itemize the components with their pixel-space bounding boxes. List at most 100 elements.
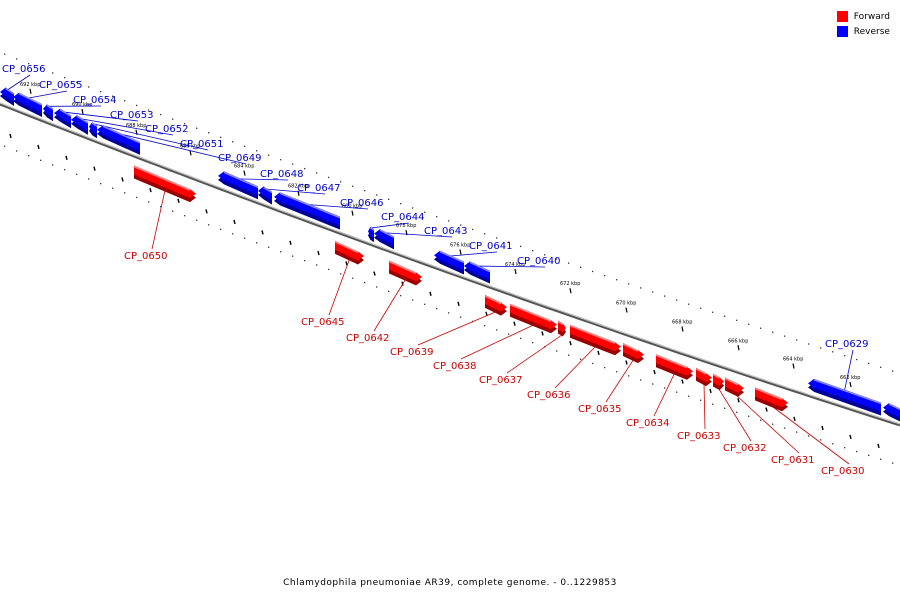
kbp-label: 680 kbp bbox=[342, 204, 362, 210]
gene-label[interactable]: CP_0629 bbox=[825, 339, 868, 350]
gene-cp-0637[interactable] bbox=[557, 320, 566, 337]
gene-cp-0638[interactable] bbox=[509, 303, 557, 334]
gene-cp-0656[interactable] bbox=[0, 87, 15, 107]
lower-guide-dot bbox=[784, 427, 786, 429]
gene-cp-0640[interactable] bbox=[464, 261, 491, 284]
gene-label[interactable]: CP_0641 bbox=[469, 241, 512, 252]
leader-line bbox=[62, 111, 139, 122]
gene-cp-0654[interactable] bbox=[43, 104, 54, 122]
gene-label[interactable]: CP_0648 bbox=[260, 169, 303, 180]
gene-label[interactable]: CP_0643 bbox=[424, 226, 467, 237]
gene-label[interactable]: CP_0651 bbox=[180, 139, 223, 150]
lower-guide-dot bbox=[400, 295, 402, 297]
lower-guide-dot bbox=[148, 201, 150, 203]
label-leaders bbox=[6, 74, 854, 465]
kbp-label: 666 kbp bbox=[728, 338, 748, 344]
gene-label[interactable]: CP_0653 bbox=[110, 110, 153, 121]
gene-label[interactable]: CP_0645 bbox=[301, 317, 344, 328]
gene-label[interactable]: CP_0654 bbox=[73, 95, 116, 106]
kbp-label: 684 kbp bbox=[234, 164, 254, 170]
gene-cp-0647[interactable] bbox=[258, 186, 273, 205]
lower-guide-dot bbox=[100, 182, 102, 185]
upper-guide-dot bbox=[856, 358, 858, 361]
gene-cp-0636[interactable] bbox=[569, 324, 621, 356]
kbp-label: 692 kbp bbox=[20, 82, 40, 88]
gene-label[interactable]: CP_0635 bbox=[578, 404, 621, 415]
gene-label[interactable]: CP_0631 bbox=[771, 455, 814, 466]
kbp-label: 664 kbp bbox=[783, 356, 803, 362]
gene-box-face bbox=[71, 115, 88, 131]
gene-cp-0646[interactable] bbox=[274, 192, 341, 230]
upper-guide-dot bbox=[808, 343, 810, 345]
gene-label[interactable]: CP_0656 bbox=[2, 64, 45, 75]
gene-cp-0652[interactable] bbox=[71, 115, 89, 135]
gene-box-highlight bbox=[370, 227, 375, 231]
gene-label[interactable]: CP_0649 bbox=[218, 153, 261, 164]
gene-label[interactable]: CP_0640 bbox=[517, 256, 560, 267]
gene-partial-edge[interactable] bbox=[883, 403, 900, 422]
gene-box-face bbox=[218, 171, 258, 196]
kbp-tick bbox=[189, 150, 192, 156]
lower-guide-dot bbox=[208, 224, 210, 226]
kbp-tick bbox=[459, 249, 462, 255]
gene-label[interactable]: CP_0637 bbox=[479, 375, 522, 386]
upper-guide-dot bbox=[592, 270, 594, 273]
upper-guide-dot bbox=[256, 150, 258, 152]
gene-label[interactable]: CP_0642 bbox=[346, 333, 389, 344]
legend: Forward Reverse bbox=[836, 9, 890, 39]
gene-cp-0642[interactable] bbox=[388, 260, 422, 286]
gene-cp-0630[interactable] bbox=[754, 387, 788, 412]
upper-guide-dot bbox=[304, 167, 306, 170]
gene-label[interactable]: CP_0650 bbox=[124, 251, 167, 262]
lower-guide-dot bbox=[88, 178, 90, 180]
gene-cp-0639[interactable] bbox=[484, 294, 507, 316]
gene-label[interactable]: CP_0636 bbox=[527, 390, 570, 401]
gene-cp-0635[interactable] bbox=[622, 342, 644, 364]
kbp-label: 670 kbp bbox=[616, 301, 636, 307]
gene-label[interactable]: CP_0638 bbox=[433, 361, 476, 372]
gene-cp-0645[interactable] bbox=[334, 240, 364, 265]
gene-label[interactable]: CP_0639 bbox=[390, 347, 433, 358]
gene-cp-0633[interactable] bbox=[695, 367, 712, 387]
lower-tick-mark bbox=[457, 301, 460, 306]
gene-label[interactable]: CP_0633 bbox=[677, 431, 720, 442]
gene-cp-0655[interactable] bbox=[13, 92, 43, 117]
lower-tick-mark bbox=[261, 230, 264, 235]
gene-cp-0643[interactable] bbox=[374, 229, 395, 250]
leader-line bbox=[554, 346, 596, 389]
gene-box-face bbox=[808, 378, 881, 412]
gene-cp-0641[interactable] bbox=[434, 250, 465, 275]
upper-guide-dot bbox=[868, 362, 870, 365]
lower-guide-dot bbox=[76, 173, 78, 175]
gene-label[interactable]: CP_0646 bbox=[340, 198, 383, 209]
gene-cp-0648[interactable] bbox=[218, 171, 259, 200]
upper-guide-dot bbox=[652, 291, 654, 293]
leader-line bbox=[506, 334, 563, 374]
gene-cp-0653[interactable] bbox=[54, 108, 72, 129]
gene-cp-0650[interactable] bbox=[133, 165, 196, 203]
lower-tick-mark bbox=[373, 271, 376, 276]
gene-label[interactable]: CP_0644 bbox=[381, 212, 424, 223]
gene-label[interactable]: CP_0647 bbox=[297, 183, 340, 194]
gene-cp-0651[interactable] bbox=[89, 122, 98, 139]
gene-cp-0631[interactable] bbox=[724, 377, 744, 397]
gene-cp-0649[interactable] bbox=[97, 125, 141, 155]
leader-line bbox=[383, 232, 453, 238]
upper-guide-dot bbox=[436, 215, 438, 218]
upper-guide-dot bbox=[220, 136, 222, 138]
gene-label[interactable]: CP_0630 bbox=[821, 466, 864, 477]
gene-label[interactable]: CP_0632 bbox=[723, 443, 766, 454]
legend-reverse-label: Reverse bbox=[853, 26, 890, 37]
gene-cp-0629[interactable] bbox=[808, 378, 882, 416]
lower-guide-dot bbox=[640, 379, 642, 381]
upper-guide-dot bbox=[100, 90, 102, 93]
gene-cp-0632[interactable] bbox=[712, 373, 724, 391]
gene-label[interactable]: CP_0652 bbox=[145, 124, 188, 135]
gene-cp-0644[interactable] bbox=[368, 226, 375, 243]
kbp-tick bbox=[351, 210, 354, 216]
upper-guide-dot bbox=[580, 266, 582, 268]
gene-label[interactable]: CP_0634 bbox=[626, 418, 669, 429]
gene-cp-0634[interactable] bbox=[655, 354, 693, 380]
kbp-label: 690 kbp bbox=[72, 102, 92, 108]
gene-label[interactable]: CP_0655 bbox=[39, 80, 82, 91]
